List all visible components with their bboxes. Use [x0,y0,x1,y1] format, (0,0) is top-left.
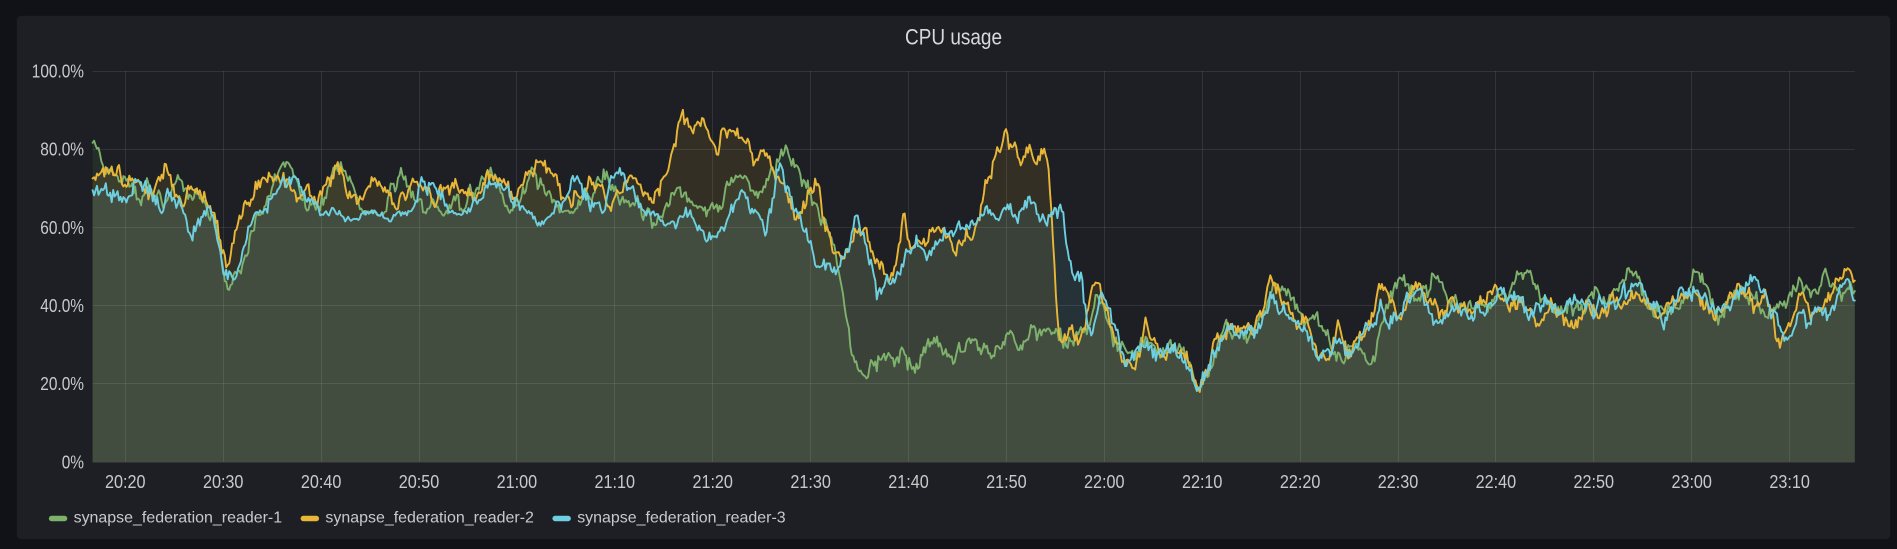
svg-text:22:00: 22:00 [1084,472,1125,492]
svg-text:40.0%: 40.0% [40,296,84,316]
svg-text:22:10: 22:10 [1182,472,1223,492]
svg-text:CPU usage: CPU usage [905,25,1002,50]
svg-text:20.0%: 20.0% [40,374,84,394]
svg-text:21:20: 21:20 [692,472,733,492]
svg-text:21:10: 21:10 [595,472,636,492]
svg-text:23:00: 23:00 [1671,472,1712,492]
svg-text:21:00: 21:00 [497,472,538,492]
svg-text:synapse_federation_reader-2: synapse_federation_reader-2 [325,510,534,527]
svg-text:21:50: 21:50 [986,472,1027,492]
svg-text:20:20: 20:20 [105,472,146,492]
svg-text:80.0%: 80.0% [40,140,84,160]
svg-text:100.0%: 100.0% [32,61,84,81]
svg-text:21:30: 21:30 [790,472,831,492]
svg-text:60.0%: 60.0% [40,218,84,238]
svg-text:23:10: 23:10 [1769,472,1810,492]
svg-text:synapse_federation_reader-3: synapse_federation_reader-3 [577,510,786,527]
svg-text:22:20: 22:20 [1280,472,1321,492]
svg-text:20:30: 20:30 [203,472,244,492]
svg-text:22:30: 22:30 [1378,472,1419,492]
svg-text:synapse_federation_reader-1: synapse_federation_reader-1 [74,510,283,527]
svg-text:20:50: 20:50 [399,472,440,492]
svg-text:21:40: 21:40 [888,472,929,492]
svg-text:22:50: 22:50 [1574,472,1615,492]
svg-text:22:40: 22:40 [1476,472,1517,492]
svg-text:0%: 0% [62,452,84,472]
svg-text:20:40: 20:40 [301,472,342,492]
